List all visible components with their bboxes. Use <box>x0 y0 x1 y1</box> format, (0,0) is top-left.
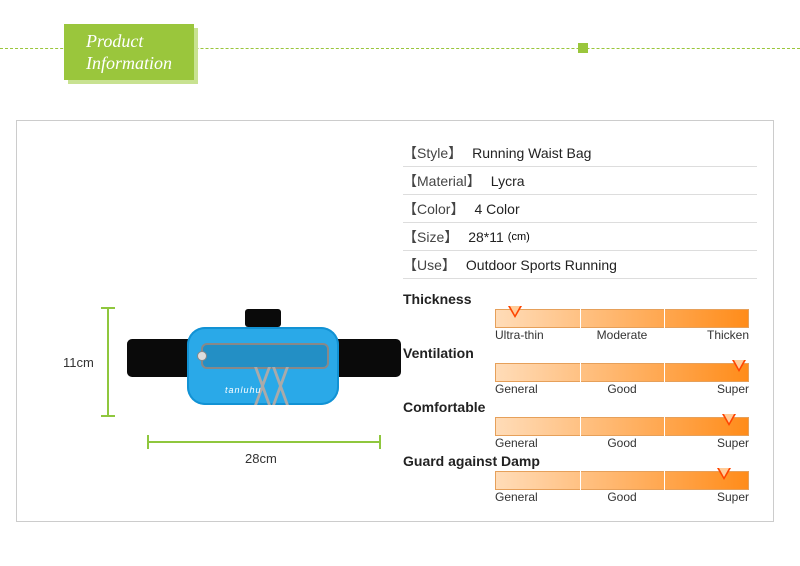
spec-row: 【Size】 28*11 (cm) <box>403 223 757 251</box>
rating-row: Thickness Ultra-thinModerateThicken <box>403 291 763 342</box>
rating-tick-label: Moderate <box>580 328 665 342</box>
header-dot-icon <box>578 43 588 53</box>
product-figure: 11cm tanluhu 28cm <box>49 191 393 471</box>
rating-tick-label: Good <box>580 382 665 396</box>
rating-ticks: GeneralGoodSuper <box>495 382 749 396</box>
spec-unit: (cm) <box>508 231 530 243</box>
rating-row: Comfortable GeneralGoodSuper <box>403 399 763 450</box>
rating-bar <box>495 471 749 488</box>
rating-pointer-icon <box>717 468 731 480</box>
rating-ticks: GeneralGoodSuper <box>495 436 749 450</box>
rating-tick-label: Ultra-thin <box>495 328 580 342</box>
rating-tick-label: General <box>495 436 580 450</box>
header: Product Information <box>0 0 800 82</box>
rating-label: Ventilation <box>403 345 763 361</box>
bag-buckle-icon <box>245 309 281 327</box>
header-title-line1: Product <box>86 30 172 52</box>
spec-row: 【Style】 Running Waist Bag <box>403 139 757 167</box>
spec-key: 【Material】 <box>403 171 481 191</box>
rating-label: Comfortable <box>403 399 763 415</box>
spec-key: 【Use】 <box>403 255 456 275</box>
rating-bar-fill <box>495 309 749 328</box>
rating-bar <box>495 363 749 380</box>
spec-key: 【Color】 <box>403 199 464 219</box>
rating-tick-label: General <box>495 490 580 504</box>
bar-segment-divider <box>664 363 665 382</box>
bag-logo-text: tanluhu <box>225 385 262 395</box>
rating-bar-fill <box>495 363 749 382</box>
rating-pointer-icon <box>508 306 522 318</box>
rating-row: Guard against Damp GeneralGoodSuper <box>403 453 763 504</box>
rating-bar-fill <box>495 417 749 436</box>
spec-key: 【Style】 <box>403 143 462 163</box>
rating-bar-fill <box>495 471 749 490</box>
rating-tick-label: Super <box>664 436 749 450</box>
bag-eyelet-icon <box>197 351 207 361</box>
bag-zipper-icon <box>201 343 329 369</box>
rating-tick-label: General <box>495 382 580 396</box>
rating-pointer-icon <box>732 360 746 372</box>
spec-value: Outdoor Sports Running <box>466 257 617 273</box>
bar-segment-divider <box>664 417 665 436</box>
width-guide-icon <box>147 441 381 443</box>
rating-tick-label: Good <box>580 436 665 450</box>
spec-value: 4 Color <box>474 201 519 217</box>
bar-segment-divider <box>580 471 581 490</box>
spec-row: 【Color】 4 Color <box>403 195 757 223</box>
rating-label: Guard against Damp <box>403 453 763 469</box>
rating-row: Ventilation GeneralGoodSuper <box>403 345 763 396</box>
rating-tick-label: Super <box>664 382 749 396</box>
height-label: 11cm <box>63 355 94 370</box>
rating-pointer-icon <box>722 414 736 426</box>
spec-value: 28*11 <box>468 229 504 245</box>
spec-value: Running Waist Bag <box>472 145 591 161</box>
header-title-line2: Information <box>86 52 172 74</box>
spec-key: 【Size】 <box>403 227 458 247</box>
bar-segment-divider <box>664 309 665 328</box>
spec-row: 【Use】 Outdoor Sports Running <box>403 251 757 279</box>
rating-tick-label: Thicken <box>664 328 749 342</box>
rating-bar <box>495 417 749 434</box>
rating-tick-label: Super <box>664 490 749 504</box>
bar-segment-divider <box>580 309 581 328</box>
spec-row: 【Material】 Lycra <box>403 167 757 195</box>
height-guide-icon <box>107 307 109 417</box>
rating-ticks: Ultra-thinModerateThicken <box>495 328 749 342</box>
width-label: 28cm <box>245 451 277 466</box>
rating-bar <box>495 309 749 326</box>
spec-value: Lycra <box>491 173 525 189</box>
rating-ticks: GeneralGoodSuper <box>495 490 749 504</box>
rating-tick-label: Good <box>580 490 665 504</box>
bar-segment-divider <box>664 471 665 490</box>
bar-segment-divider <box>580 363 581 382</box>
rating-label: Thickness <box>403 291 763 307</box>
spec-table: 【Style】Running Waist Bag【Material】Lycra【… <box>403 139 757 279</box>
ratings-block: Thickness Ultra-thinModerateThicken Ventil… <box>403 291 763 507</box>
info-panel: 11cm tanluhu 28cm 【Style】 Running Waist B… <box>16 120 774 522</box>
header-badge: Product Information <box>64 24 194 80</box>
bar-segment-divider <box>580 417 581 436</box>
